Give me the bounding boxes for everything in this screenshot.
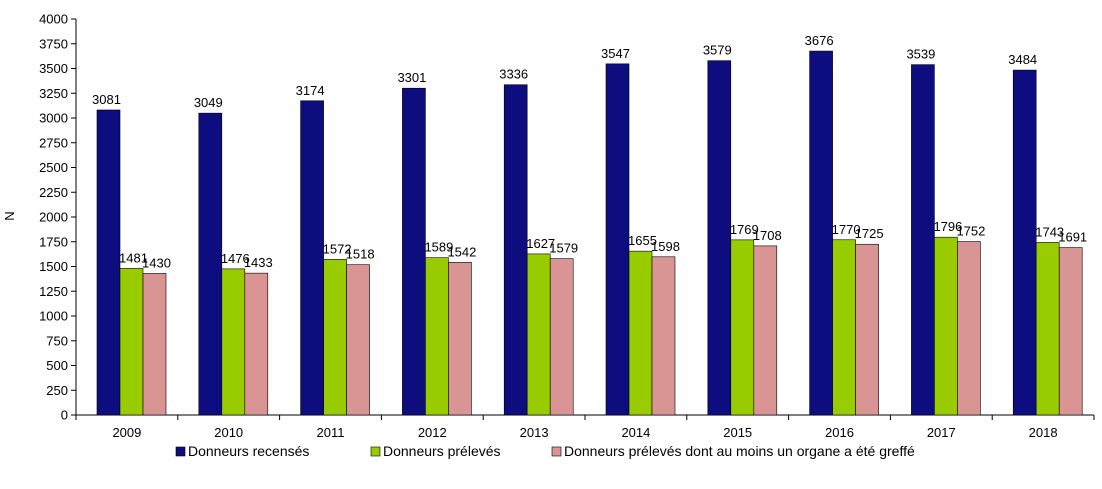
data-label: 1627 <box>526 236 555 251</box>
data-label: 1589 <box>424 240 453 255</box>
y-tick-label: 3500 <box>39 61 68 76</box>
data-label: 3547 <box>601 46 630 61</box>
bar <box>934 236 958 416</box>
y-tick-label: 1500 <box>39 259 68 274</box>
x-tick-label: 2015 <box>723 425 752 440</box>
data-label: 3676 <box>805 33 834 48</box>
bar <box>707 60 732 416</box>
bar <box>855 243 879 416</box>
bar <box>346 264 370 416</box>
x-tick-label: 2014 <box>621 425 650 440</box>
y-tick-label: 2000 <box>39 210 68 225</box>
bar <box>402 87 426 416</box>
y-tick-label: 2500 <box>39 160 68 175</box>
data-label: 1770 <box>832 222 861 237</box>
x-tick-label: 2016 <box>825 425 854 440</box>
data-label: 3539 <box>906 47 935 62</box>
data-label: 1769 <box>730 222 759 237</box>
bar <box>628 250 653 416</box>
data-label: 1433 <box>244 255 273 270</box>
y-axis-label: N <box>2 211 17 220</box>
x-tick-label: 2018 <box>1029 425 1058 440</box>
legend-entry: Donneurs prélevés dont au moins un organ… <box>564 443 915 459</box>
y-tick-label: 3750 <box>39 36 68 51</box>
data-label: 1430 <box>142 255 171 270</box>
data-label: 3049 <box>194 95 223 110</box>
bar <box>142 273 167 416</box>
bar <box>605 63 630 416</box>
y-tick-label: 1000 <box>39 309 68 324</box>
data-label: 3301 <box>397 70 426 85</box>
y-tick-label: 2750 <box>39 135 68 150</box>
legend: Donneurs recensés Donneurs prélevés Donneu… <box>175 443 915 459</box>
bar <box>503 84 528 416</box>
bar <box>448 262 472 416</box>
data-label: 1708 <box>753 228 782 243</box>
data-label: 3579 <box>703 43 732 58</box>
x-tick-label: 2009 <box>112 425 141 440</box>
bar <box>911 64 935 416</box>
data-label: 1725 <box>855 226 884 241</box>
data-label: 3336 <box>499 67 528 82</box>
bar <box>96 109 121 416</box>
bar <box>957 241 981 416</box>
y-tick-label: 1750 <box>39 234 68 249</box>
bar <box>1012 69 1037 416</box>
bar <box>526 253 551 416</box>
data-label: 1518 <box>346 247 375 262</box>
data-label: 1598 <box>651 239 680 254</box>
data-label: 1572 <box>323 241 352 256</box>
y-tick-label: 4000 <box>39 12 68 27</box>
data-label: 1752 <box>956 224 985 239</box>
data-label: 1579 <box>549 241 578 256</box>
data-label: 1743 <box>1035 224 1064 239</box>
legend-entry: Donneurs prélevés <box>383 443 501 459</box>
y-tick-label: 750 <box>46 333 68 348</box>
y-tick-label: 0 <box>61 408 68 423</box>
bar <box>809 50 833 416</box>
data-label: 1655 <box>628 233 657 248</box>
x-tick-label: 2012 <box>418 425 447 440</box>
y-tick-label: 2250 <box>39 185 68 200</box>
x-tick-label: 2017 <box>927 425 956 440</box>
bar <box>1058 247 1083 416</box>
bar <box>221 268 246 416</box>
bar <box>198 112 223 416</box>
bar <box>549 258 574 416</box>
data-label: 1542 <box>447 244 476 259</box>
bar <box>1035 242 1060 416</box>
bar <box>300 100 324 416</box>
bar <box>244 272 269 416</box>
bar <box>323 259 347 416</box>
x-tick-label: 2013 <box>520 425 549 440</box>
plot-area: 0 250 500 750 1000 1250 1500 1750 2000 2250 2500 27… <box>39 12 1095 440</box>
legend-swatch <box>370 446 381 457</box>
bar <box>753 245 778 416</box>
bar <box>651 256 676 416</box>
legend-entry: Donneurs recensés <box>188 443 309 459</box>
y-tick-label: 3000 <box>39 111 68 126</box>
bar <box>425 257 449 416</box>
x-tick-label: 2010 <box>214 425 243 440</box>
data-label: 3484 <box>1008 52 1037 67</box>
data-label: 1691 <box>1058 230 1087 245</box>
x-tick-label: 2011 <box>317 425 345 440</box>
bar <box>119 268 144 416</box>
y-tick-label: 250 <box>46 383 68 398</box>
data-label: 3174 <box>296 83 325 98</box>
legend-swatch <box>175 446 186 457</box>
bar <box>832 239 856 416</box>
data-label: 1476 <box>221 251 250 266</box>
data-label: 3081 <box>92 92 121 107</box>
bar <box>730 239 755 416</box>
y-tick-label: 3250 <box>39 86 68 101</box>
y-tick-label: 500 <box>46 358 68 373</box>
data-label: 1796 <box>933 219 962 234</box>
data-label: 1481 <box>119 250 148 265</box>
legend-swatch <box>551 446 562 457</box>
y-tick-label: 1250 <box>39 284 68 299</box>
